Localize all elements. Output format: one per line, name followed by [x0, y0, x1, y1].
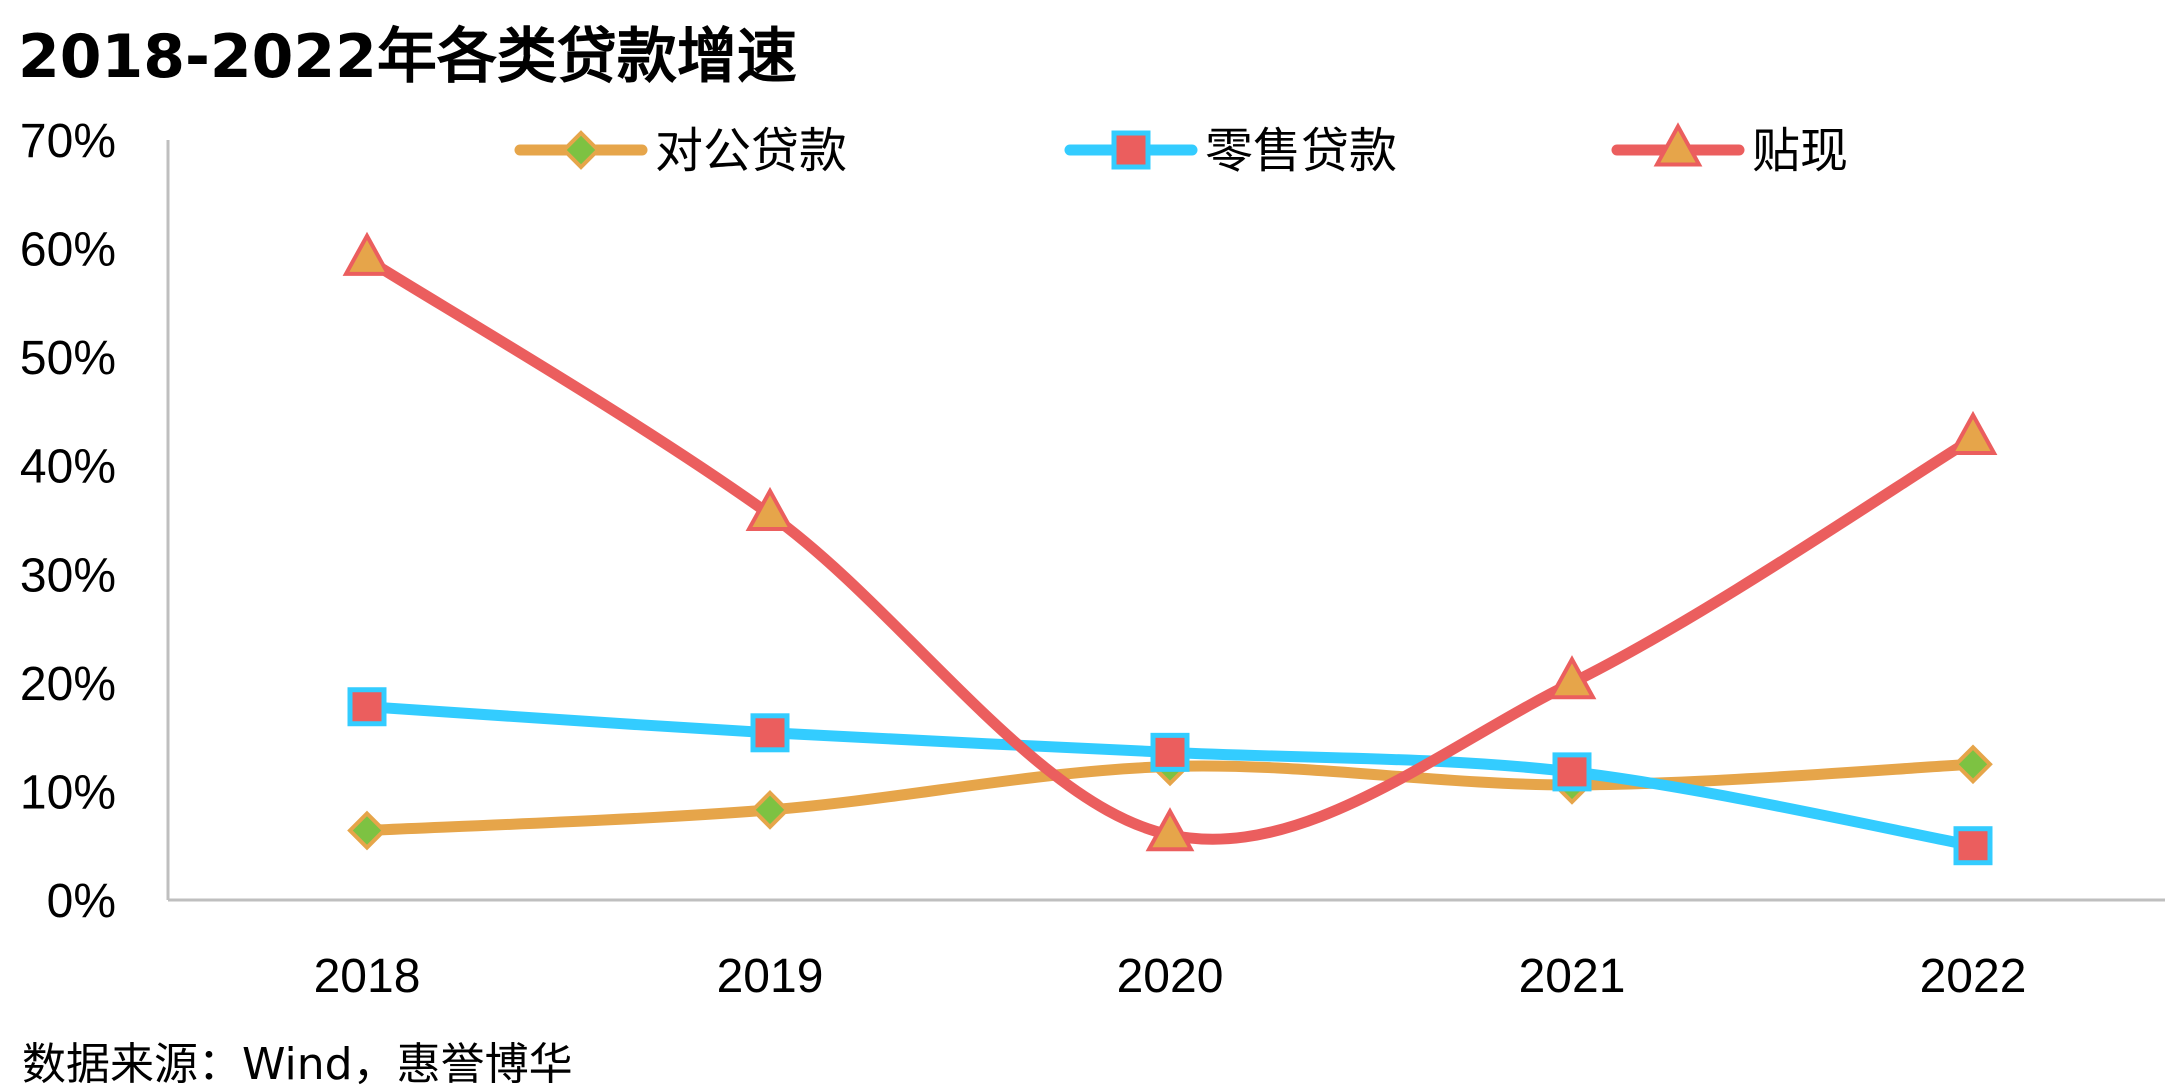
legend-marker-square	[1111, 130, 1151, 170]
legend-label: 贴现	[1752, 123, 1848, 179]
legend-marker-triangle	[1653, 122, 1703, 167]
y-tick-label: 40%	[20, 441, 116, 494]
x-tick-label: 2020	[1117, 950, 1224, 1003]
data-point-square	[347, 687, 387, 727]
data-point-triangle	[1145, 807, 1195, 852]
y-tick-label: 10%	[20, 766, 116, 819]
data-point-diamond	[1953, 744, 1993, 785]
series-markers	[342, 231, 1998, 866]
data-point-square	[1953, 826, 1993, 866]
legend-marker-diamond	[561, 130, 601, 170]
y-tick-label: 60%	[20, 224, 116, 277]
y-tick-label: 50%	[20, 332, 116, 385]
axes: 0% 10% 20% 30% 40% 50% 60% 70% 2018 2019 2020 2021 2…	[20, 115, 2165, 1003]
source-note: 数据来源：Wind，惠誉博华	[22, 1039, 573, 1090]
data-point-square	[750, 713, 790, 753]
data-point-diamond	[347, 810, 387, 851]
y-tick-label: 70%	[20, 115, 116, 168]
data-point-triangle	[1547, 655, 1597, 700]
y-tick-label: 20%	[20, 658, 116, 711]
x-tick-label: 2021	[1519, 950, 1626, 1003]
x-tick-label: 2019	[717, 950, 824, 1003]
data-point-triangle	[342, 231, 392, 276]
data-point-square	[1552, 752, 1592, 792]
data-point-diamond	[750, 790, 790, 830]
y-tick-label: 30%	[20, 549, 116, 602]
data-point-square	[1150, 732, 1190, 772]
data-point-triangle	[745, 486, 795, 532]
legend: 对公贷款 零售贷款 贴现	[514, 122, 1848, 179]
legend-label: 对公贷款	[655, 123, 847, 179]
data-point-triangle	[1948, 410, 1998, 456]
chart-title: 2018-2022年各类贷款增速	[18, 22, 797, 92]
x-tick-label: 2022	[1920, 950, 2027, 1003]
legend-label: 零售贷款	[1205, 123, 1397, 179]
y-tick-label: 0%	[47, 875, 116, 928]
x-tick-label: 2018	[314, 950, 421, 1003]
